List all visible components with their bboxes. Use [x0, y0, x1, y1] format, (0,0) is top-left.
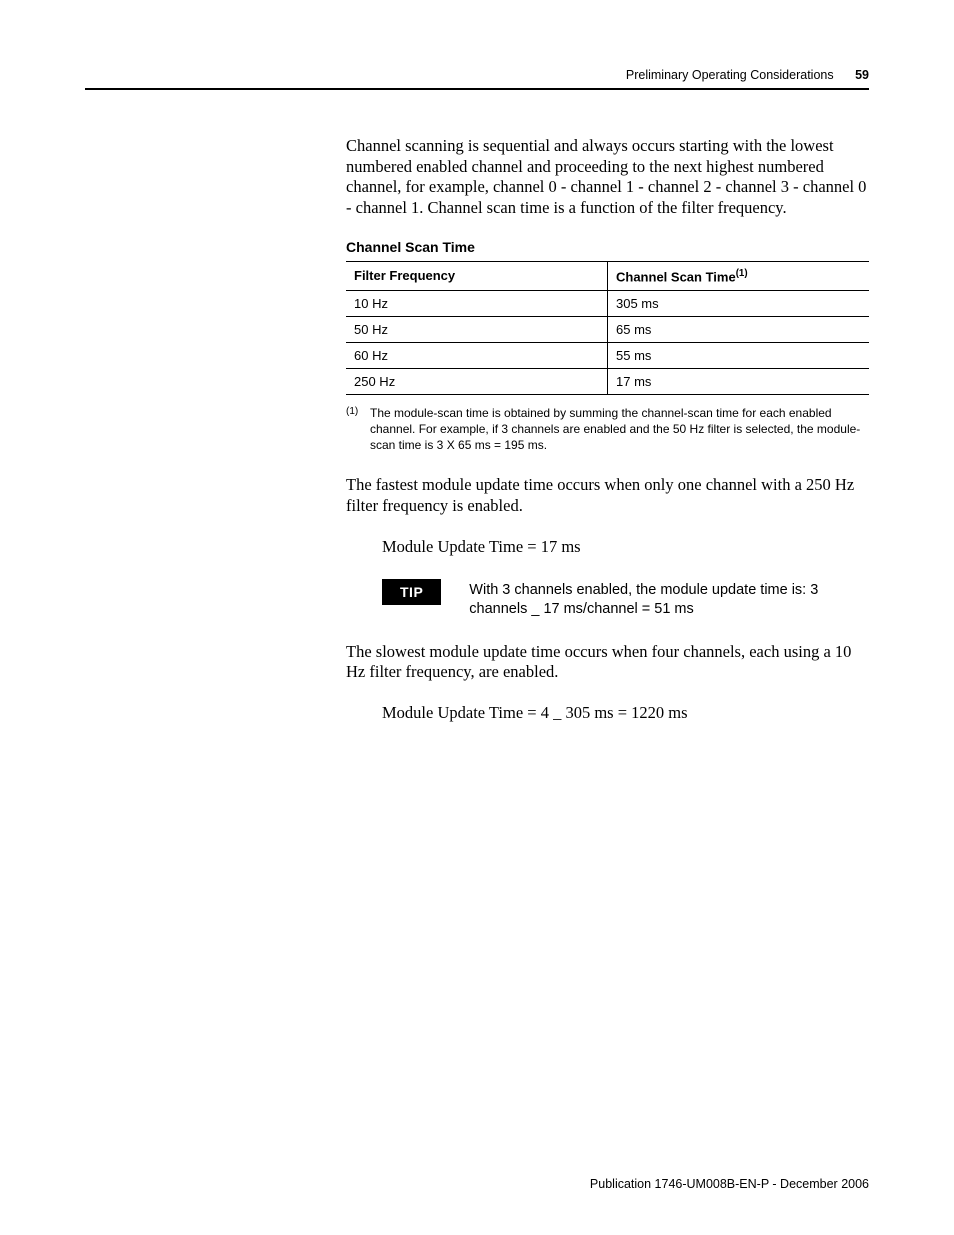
- table-row: 250 Hz 17 ms: [346, 368, 869, 394]
- table-row: 50 Hz 65 ms: [346, 316, 869, 342]
- fastest-update-paragraph: The fastest module update time occurs wh…: [346, 475, 869, 516]
- table-cell: 250 Hz: [346, 368, 608, 394]
- header-rule: [85, 88, 869, 90]
- equation-slowest: Module Update Time = 4 _ 305 ms = 1220 m…: [382, 703, 869, 723]
- table-header-scan-time-label: Channel Scan Time: [616, 269, 736, 284]
- table-footnote: (1) The module-scan time is obtained by …: [346, 405, 869, 454]
- footnote-text: The module-scan time is obtained by summ…: [370, 405, 869, 454]
- table-header-row: Filter Frequency Channel Scan Time(1): [346, 261, 869, 290]
- table-header-sup: (1): [736, 268, 748, 279]
- intro-paragraph: Channel scanning is sequential and alway…: [346, 136, 869, 219]
- table-cell: 17 ms: [608, 368, 870, 394]
- table-header-channel-scan-time: Channel Scan Time(1): [608, 261, 870, 290]
- main-content: Channel scanning is sequential and alway…: [346, 136, 869, 745]
- table-cell: 305 ms: [608, 290, 870, 316]
- table-cell: 50 Hz: [346, 316, 608, 342]
- table-cell: 60 Hz: [346, 342, 608, 368]
- tip-text: With 3 channels enabled, the module upda…: [469, 579, 869, 620]
- table-header-filter-frequency: Filter Frequency: [346, 261, 608, 290]
- tip-block: TIP With 3 channels enabled, the module …: [382, 579, 869, 620]
- header-page-number: 59: [855, 68, 869, 82]
- slowest-update-paragraph: The slowest module update time occurs wh…: [346, 642, 869, 683]
- channel-scan-time-table: Filter Frequency Channel Scan Time(1) 10…: [346, 261, 869, 395]
- table-cell: 55 ms: [608, 342, 870, 368]
- table-row: 10 Hz 305 ms: [346, 290, 869, 316]
- tip-badge: TIP: [382, 579, 441, 605]
- table-cell: 65 ms: [608, 316, 870, 342]
- table-caption: Channel Scan Time: [346, 239, 869, 255]
- equation-fastest: Module Update Time = 17 ms: [382, 537, 869, 557]
- table-cell: 10 Hz: [346, 290, 608, 316]
- page-footer: Publication 1746-UM008B-EN-P - December …: [590, 1177, 869, 1191]
- page-header: Preliminary Operating Considerations 59: [626, 68, 869, 82]
- header-section-title: Preliminary Operating Considerations: [626, 68, 834, 82]
- table-row: 60 Hz 55 ms: [346, 342, 869, 368]
- footnote-number: (1): [346, 405, 360, 454]
